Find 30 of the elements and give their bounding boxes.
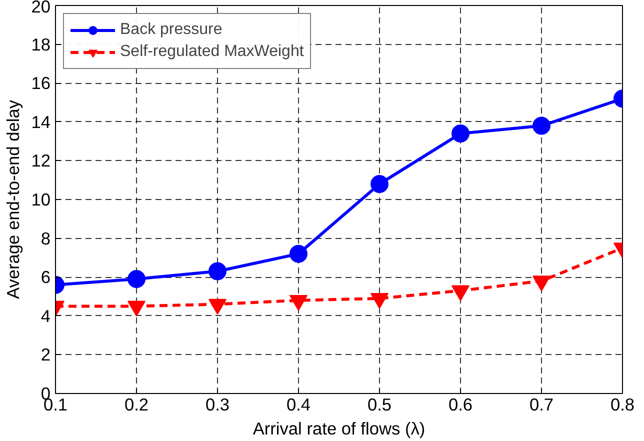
point: [208, 298, 226, 315]
y-tick-label: 4: [40, 306, 51, 326]
x-tick-label: 0.6: [448, 394, 473, 414]
y-tick-label: 2: [40, 344, 51, 365]
point: [452, 124, 470, 143]
y-tick-label: 10: [31, 190, 51, 210]
point: [532, 116, 550, 135]
y-tick-label: 6: [40, 267, 51, 288]
y-tick-label: 20: [31, 0, 51, 16]
x-tick-label: 0.2: [124, 394, 149, 414]
point: [128, 300, 146, 317]
point: [370, 174, 388, 193]
x-tick-label: 0.5: [367, 394, 392, 414]
point: [452, 285, 470, 301]
point: [532, 276, 550, 292]
x-axis-title: Arrival rate of flows (λ): [252, 418, 426, 438]
point: [370, 293, 388, 309]
y-tick-label: 12: [31, 150, 51, 171]
legend-label: Back pressure: [120, 21, 222, 39]
y-tick-label: 14: [31, 112, 51, 132]
y-tick-label: 18: [31, 34, 51, 54]
x-tick-label: 0.4: [286, 394, 311, 414]
point: [290, 294, 308, 311]
y-tick-label: 8: [40, 228, 51, 248]
x-tick-label: 0.3: [205, 394, 230, 414]
y-axis-title: Average end-to-end delay: [3, 100, 24, 300]
x-tick-label: 0.7: [529, 394, 554, 414]
legend-label: Self-regulated MaxWeight: [120, 43, 304, 61]
y-tick-label: 16: [31, 73, 51, 94]
x-tick-label: 0.8: [610, 394, 635, 414]
